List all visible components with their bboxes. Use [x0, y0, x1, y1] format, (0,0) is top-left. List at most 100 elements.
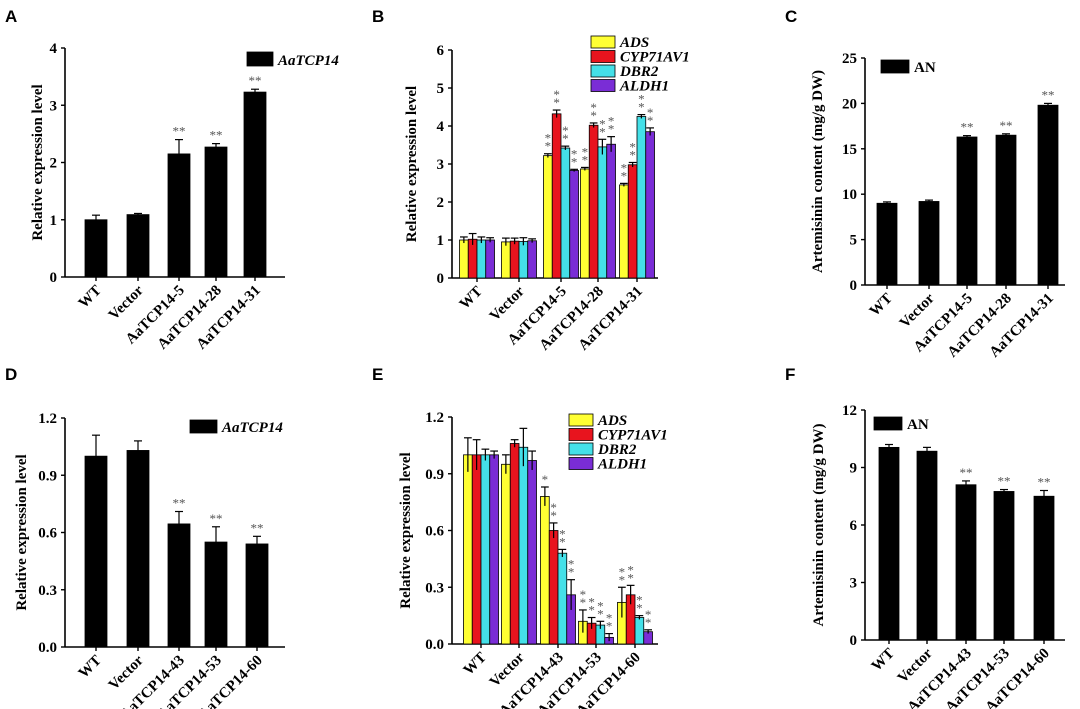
significance-label: **	[580, 587, 587, 610]
significance-label: **	[582, 144, 589, 167]
y-tick-label: 3	[850, 576, 858, 592]
significance-label: **	[627, 562, 634, 585]
legend-swatch	[246, 51, 274, 67]
significance-label: **	[608, 114, 615, 137]
legend: AN	[873, 416, 929, 433]
bar	[634, 617, 645, 645]
significance-star: *	[636, 593, 643, 608]
significance-label: **	[251, 520, 264, 535]
legend-label: CYP71AV1	[598, 428, 668, 444]
bar	[597, 146, 608, 279]
significance-star: *	[571, 154, 578, 169]
significance-star: *	[590, 108, 597, 123]
y-tick-label: 2	[437, 195, 445, 211]
legend: AaTCP14	[189, 419, 283, 436]
significance-star: *	[545, 139, 552, 154]
y-axis-label: Relative expression level	[398, 452, 414, 608]
significance-star: *	[645, 615, 652, 630]
bar	[84, 455, 108, 648]
legend-label: ALDH1	[597, 457, 647, 473]
legend-swatch	[568, 428, 594, 441]
y-tick-label: 25	[842, 51, 857, 67]
significance-label: **	[562, 123, 569, 146]
significance-label: **	[621, 160, 628, 183]
bar	[627, 164, 638, 279]
significance-star: *	[580, 587, 587, 602]
x-tick-label: WT	[76, 653, 105, 682]
bar	[471, 454, 482, 645]
significance-label: **	[559, 526, 566, 549]
bar	[876, 202, 898, 286]
y-tick-label: 20	[842, 96, 857, 112]
legend-label: ADS	[619, 35, 649, 51]
bar	[1037, 104, 1059, 286]
y-axis-label: Relative expression level	[30, 84, 46, 240]
bar	[548, 530, 559, 645]
significance-star: *	[599, 116, 606, 131]
y-axis-label: Artemisinin content (mg/g DW)	[811, 424, 827, 627]
significance-label: **	[571, 146, 578, 169]
bar	[84, 219, 108, 278]
bar	[167, 523, 191, 648]
significance-label: **	[1000, 118, 1013, 133]
y-tick-label: 1	[50, 213, 58, 229]
bar	[569, 170, 579, 279]
legend: AN	[880, 59, 936, 76]
significance-label: **	[553, 87, 560, 110]
y-tick-label: 1.2	[425, 410, 444, 426]
legend-swatch	[590, 79, 616, 92]
y-tick-label: 0.6	[38, 526, 57, 542]
x-tick-label: WT	[457, 284, 486, 313]
significance-star: *	[588, 595, 595, 610]
significance-star: *	[636, 601, 643, 616]
bar	[636, 116, 647, 279]
significance-star: *	[562, 123, 569, 138]
bar	[518, 241, 529, 279]
y-tick-label: 0.9	[425, 467, 444, 483]
legend-swatch	[880, 59, 910, 74]
y-tick-label: 6	[437, 43, 445, 59]
legend-swatch	[568, 413, 594, 427]
bar	[243, 91, 267, 278]
panel-letter: C	[785, 7, 797, 26]
bar	[467, 238, 478, 279]
legend: AaTCP14	[246, 51, 339, 69]
significance-label: **	[550, 500, 557, 523]
significance-star: *	[608, 114, 615, 129]
y-tick-label: 9	[850, 461, 858, 477]
y-tick-label: 0.3	[425, 580, 444, 596]
significance-label: **	[568, 557, 575, 580]
y-tick-label: 0.0	[38, 640, 57, 656]
significance-label: **	[647, 105, 654, 128]
bar	[489, 454, 499, 645]
significance-star: *	[599, 124, 606, 139]
bar	[501, 463, 511, 645]
legend-label: AaTCP14	[277, 53, 339, 69]
y-tick-label: 0	[50, 270, 58, 286]
significance-star: *	[559, 534, 566, 549]
legend-swatch	[568, 457, 594, 470]
bar	[527, 240, 537, 279]
significance-star: *	[550, 508, 557, 523]
y-tick-label: 0.6	[425, 524, 444, 540]
significance-star: *	[606, 619, 613, 634]
significance-label: **	[619, 564, 626, 587]
significance-star: *	[568, 557, 575, 572]
legend-label: DBR2	[619, 64, 659, 80]
significance-label: **	[638, 92, 645, 115]
y-tick-label: 3	[437, 157, 445, 173]
bar	[126, 214, 150, 278]
bar	[918, 201, 940, 286]
y-tick-label: 6	[850, 518, 858, 534]
bar	[463, 454, 473, 645]
x-tick-label: WT	[869, 646, 898, 675]
bar	[518, 446, 529, 645]
bar	[126, 450, 150, 648]
bar	[540, 496, 550, 645]
significance-star: *	[545, 131, 552, 146]
significance-star: *	[627, 570, 634, 585]
significance-star: *	[629, 147, 636, 162]
